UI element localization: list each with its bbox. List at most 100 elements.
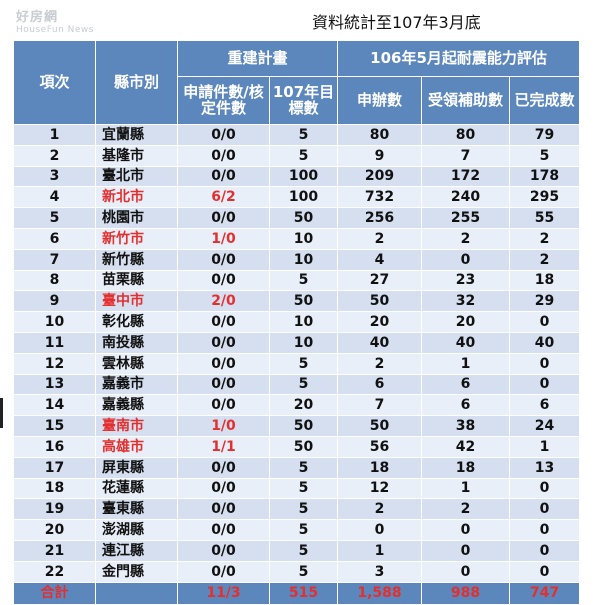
- row-index: 16: [13, 435, 96, 458]
- row-completed: 0: [509, 352, 581, 375]
- row-index: 17: [13, 456, 96, 479]
- row-completed: 55: [509, 207, 581, 229]
- row-subsidies: 7: [421, 144, 511, 167]
- row-applied-approved: 0/0: [177, 373, 270, 396]
- row-county: 臺中市: [95, 290, 178, 313]
- row-subsidies: 20: [421, 311, 511, 333]
- row-subsidies: 255: [421, 207, 511, 229]
- row-county: 新北市: [95, 186, 178, 209]
- row-target: 50: [268, 415, 339, 437]
- table-row: 18 花蓮縣 0/0 5 12 1 0: [13, 477, 581, 500]
- table-row: 4 新北市 6/2 100 732 240 295: [13, 186, 581, 209]
- row-county: 高雄市: [95, 435, 178, 458]
- row-applied-approved: 0/0: [177, 124, 270, 146]
- row-target: 5: [268, 124, 339, 146]
- row-applied-approved: 2/0: [177, 290, 270, 313]
- table-row: 5 桃園市 0/0 50 256 255 55: [13, 207, 581, 229]
- row-target: 10: [268, 227, 339, 250]
- row-completed: 2: [509, 227, 581, 250]
- row-subsidies: 42: [421, 435, 511, 458]
- row-target: 5: [268, 269, 339, 292]
- row-completed: 24: [509, 415, 581, 437]
- row-target: 5: [268, 539, 339, 562]
- row-county: 嘉義市: [95, 373, 178, 396]
- row-completed: 13: [509, 456, 581, 479]
- row-applied-approved: 0/0: [177, 207, 270, 229]
- row-subsidies: 18: [421, 456, 511, 479]
- header-subsidies: 受領補助數: [421, 76, 511, 125]
- row-county: 彰化縣: [95, 311, 178, 333]
- row-target: 5: [268, 560, 339, 583]
- row-applications: 12: [337, 477, 423, 500]
- row-index: 12: [13, 352, 96, 375]
- row-target: 100: [268, 165, 339, 188]
- row-county: 花蓮縣: [95, 477, 178, 500]
- row-index: 21: [13, 539, 96, 562]
- row-target: 5: [268, 477, 339, 500]
- row-completed: 18: [509, 269, 581, 292]
- data-as-of-caption: 資料統計至107年3月底: [312, 13, 481, 32]
- row-applications: 80: [337, 124, 423, 146]
- row-index: 15: [13, 415, 96, 437]
- header-index: 項次: [13, 40, 96, 125]
- row-index: 18: [13, 477, 96, 500]
- table-row: 15 臺南市 1/0 50 50 38 24: [13, 415, 581, 437]
- row-target: 5: [268, 144, 339, 167]
- row-subsidies: 40: [421, 331, 511, 354]
- row-index: 11: [13, 331, 96, 354]
- total-target: 515: [268, 581, 339, 605]
- row-applied-approved: 0/0: [177, 456, 270, 479]
- row-applied-approved: 1/0: [177, 227, 270, 250]
- row-county: 苗栗縣: [95, 269, 178, 292]
- row-index: 4: [13, 186, 96, 209]
- row-county: 臺南市: [95, 415, 178, 437]
- total-row: 合計 11/3 515 1,588 988 747: [13, 581, 581, 605]
- row-completed: 6: [509, 394, 581, 417]
- row-applications: 1: [337, 539, 423, 562]
- header-completed: 已完成數: [509, 76, 581, 125]
- total-ratio: 11/3: [177, 581, 270, 605]
- row-completed: 0: [509, 477, 581, 500]
- row-index: 19: [13, 498, 96, 521]
- row-applications: 27: [337, 269, 423, 292]
- row-county: 澎湖縣: [95, 519, 178, 541]
- row-index: 3: [13, 165, 96, 188]
- row-subsidies: 1: [421, 477, 511, 500]
- watermark-subtitle: HouseFun News: [16, 25, 94, 35]
- row-subsidies: 240: [421, 186, 511, 209]
- row-subsidies: 0: [421, 519, 511, 541]
- row-applications: 50: [337, 290, 423, 313]
- row-applied-approved: 0/0: [177, 539, 270, 562]
- row-county: 桃園市: [95, 207, 178, 229]
- row-applications: 9: [337, 144, 423, 167]
- table-row: 3 臺北市 0/0 100 209 172 178: [13, 165, 581, 188]
- row-applications: 18: [337, 456, 423, 479]
- header-county: 縣市別: [95, 40, 178, 125]
- row-target: 5: [268, 373, 339, 396]
- table-row: 1 宜蘭縣 0/0 5 80 80 79: [13, 124, 581, 146]
- row-completed: 5: [509, 144, 581, 167]
- row-completed: 0: [509, 539, 581, 562]
- table-row: 12 雲林縣 0/0 5 2 1 0: [13, 352, 581, 375]
- header-applied-approved: 申請件數/核定件數: [177, 76, 270, 125]
- row-applied-approved: 1/0: [177, 415, 270, 437]
- row-applied-approved: 0/0: [177, 248, 270, 271]
- row-target: 5: [268, 456, 339, 479]
- row-county: 屏東縣: [95, 456, 178, 479]
- row-target: 10: [268, 311, 339, 333]
- row-target: 20: [268, 394, 339, 417]
- row-applied-approved: 0/0: [177, 394, 270, 417]
- row-index: 14: [13, 394, 96, 417]
- row-completed: 79: [509, 124, 581, 146]
- row-county: 金門縣: [95, 560, 178, 583]
- row-subsidies: 0: [421, 248, 511, 271]
- row-completed: 0: [509, 498, 581, 521]
- row-subsidies: 0: [421, 560, 511, 583]
- row-applications: 56: [337, 435, 423, 458]
- row-completed: 1: [509, 435, 581, 458]
- row-applications: 256: [337, 207, 423, 229]
- row-applications: 209: [337, 165, 423, 188]
- row-applied-approved: 1/1: [177, 435, 270, 458]
- row-applied-approved: 0/0: [177, 331, 270, 354]
- row-applied-approved: 0/0: [177, 144, 270, 167]
